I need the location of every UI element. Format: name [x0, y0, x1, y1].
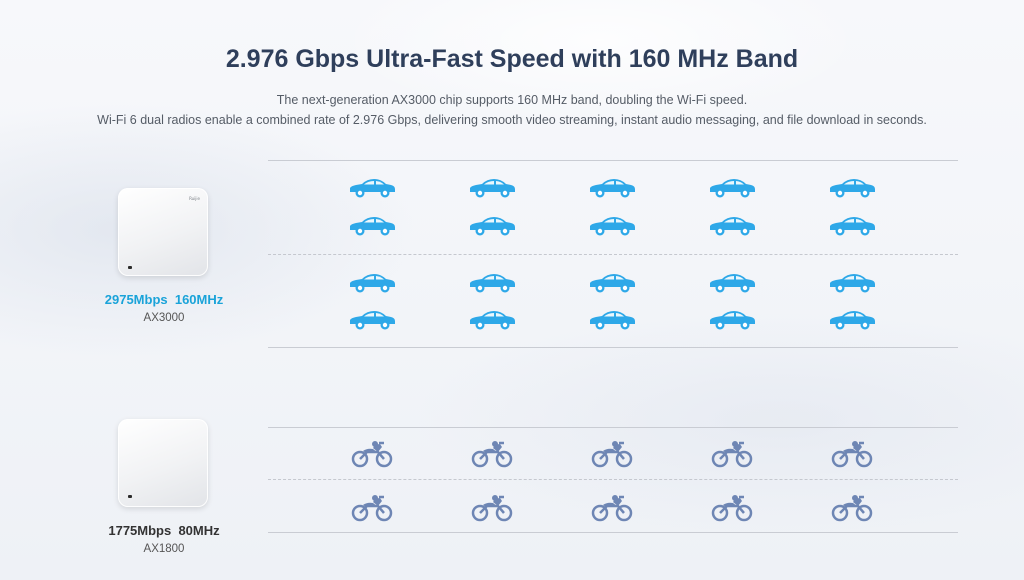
device-brand-label: Ruijie	[189, 196, 200, 201]
car-icon	[467, 215, 517, 242]
car-icon	[467, 177, 517, 204]
motorcycle-icon	[711, 440, 753, 473]
car-icon	[587, 309, 637, 336]
motorcycle-icon	[831, 440, 873, 473]
car-icon	[827, 215, 877, 242]
car-icon	[587, 215, 637, 242]
device-led	[128, 266, 132, 269]
page-subtitle: The next-generation AX3000 chip supports…	[60, 90, 964, 130]
car-icon	[587, 177, 637, 204]
road-bottom-lower-edge	[268, 532, 958, 533]
access-point-ax3000-image: Ruijie	[118, 188, 208, 276]
car-icon	[707, 215, 757, 242]
road-top-lower-edge	[268, 347, 958, 348]
access-point-ax1800-image	[118, 419, 208, 507]
motorcycle-icon	[591, 440, 633, 473]
page-title: 2.976 Gbps Ultra-Fast Speed with 160 MHz…	[225, 45, 799, 73]
ax3000-spec: 2975Mbps 160MHz	[104, 292, 224, 307]
ax3000-model: AX3000	[143, 312, 185, 324]
car-icon	[827, 272, 877, 299]
car-icon	[347, 272, 397, 299]
motorcycle-icon	[471, 440, 513, 473]
subtitle-line-2: Wi-Fi 6 dual radios enable a combined ra…	[97, 113, 927, 127]
motorcycle-icon	[711, 494, 753, 527]
car-icon	[827, 177, 877, 204]
road-top-upper-edge	[268, 160, 958, 161]
subtitle-line-1: The next-generation AX3000 chip supports…	[276, 93, 748, 107]
car-icon	[707, 272, 757, 299]
car-icon	[467, 272, 517, 299]
car-icon	[587, 272, 637, 299]
car-icon	[707, 309, 757, 336]
ax1800-model: AX1800	[143, 543, 185, 555]
road-bottom-upper-edge	[268, 427, 958, 428]
car-icon	[347, 309, 397, 336]
motorcycle-icon	[351, 494, 393, 527]
car-icon	[707, 177, 757, 204]
car-icon	[827, 309, 877, 336]
car-icon	[347, 177, 397, 204]
motorcycle-icon	[351, 440, 393, 473]
motorcycle-icon	[471, 494, 513, 527]
car-icon	[347, 215, 397, 242]
car-icon	[467, 309, 517, 336]
motorcycle-icon	[831, 494, 873, 527]
motorcycle-icon	[591, 494, 633, 527]
ax1800-spec: 1775Mbps 80MHz	[108, 523, 220, 538]
road-top-divider	[268, 254, 958, 255]
device-led	[128, 495, 132, 498]
road-bottom-divider	[268, 479, 958, 480]
